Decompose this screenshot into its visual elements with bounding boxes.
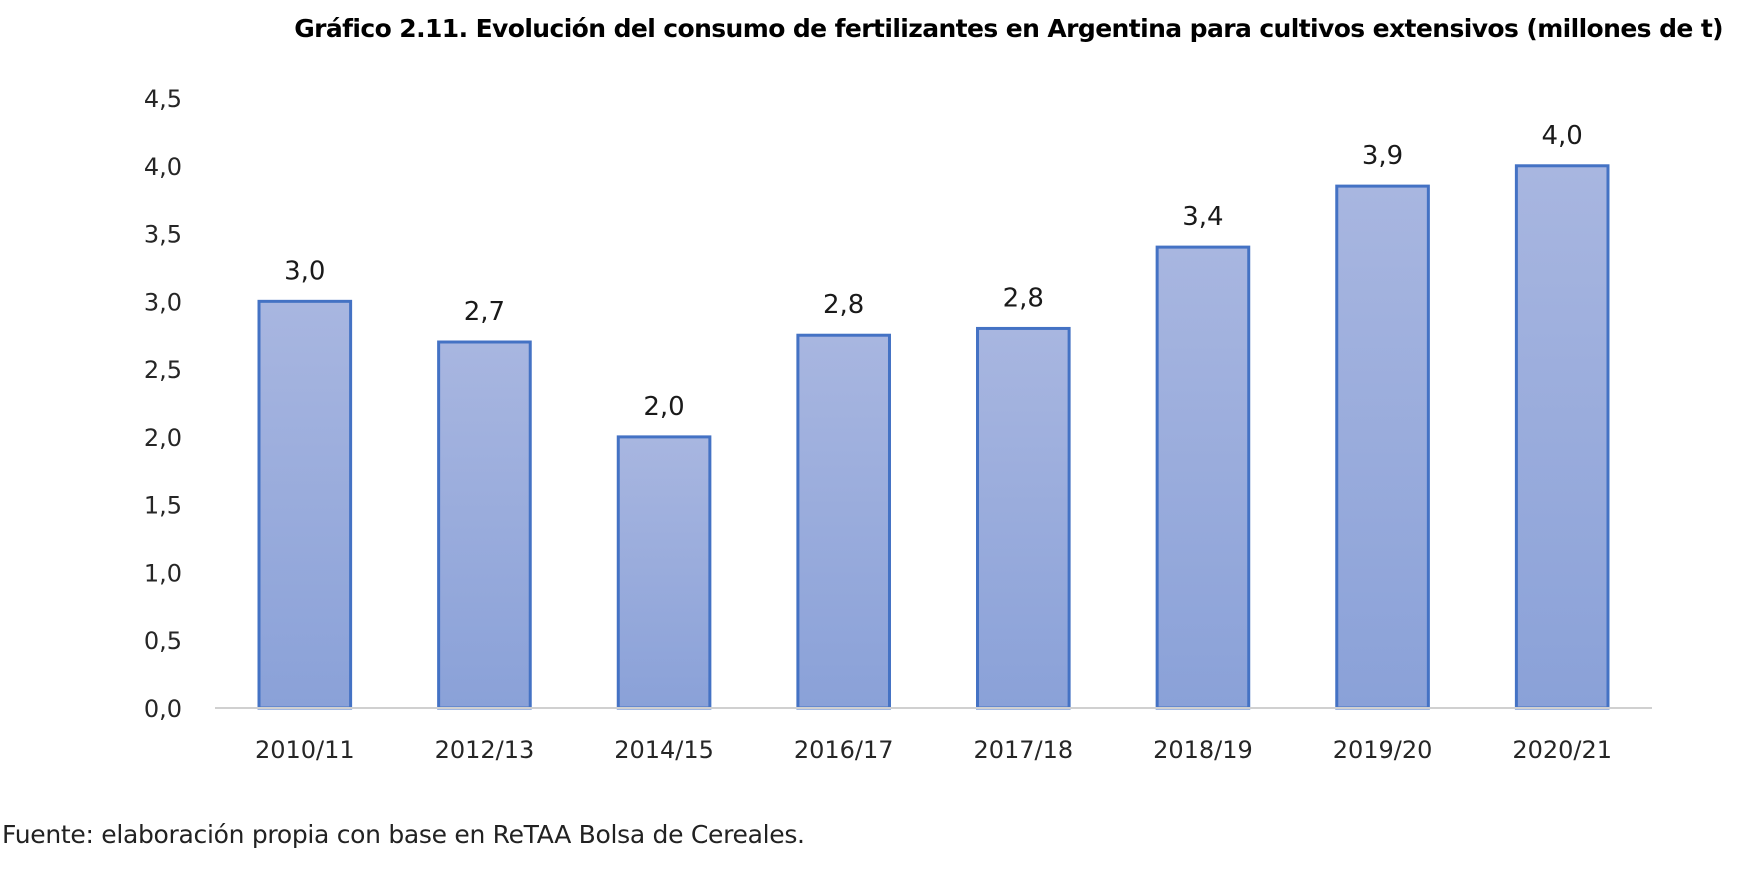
x-tick-label: 2019/20 (1333, 736, 1433, 764)
bar (1514, 164, 1610, 710)
data-label: 2,8 (823, 290, 864, 320)
y-tick-label: 4,0 (144, 153, 182, 181)
bar (1155, 245, 1251, 710)
y-tick-label: 0,5 (144, 627, 182, 655)
y-tick-label: 2,0 (144, 424, 182, 452)
y-tick-label: 2,5 (144, 356, 182, 384)
y-tick-label: 1,0 (144, 559, 182, 587)
bar (616, 435, 712, 710)
data-label: 4,0 (1542, 121, 1583, 151)
data-labels: 3,0 2,7 2,0 2,8 2,8 3,4 3,9 4,0 (284, 121, 1583, 422)
y-tick-label: 1,5 (144, 492, 182, 520)
y-tick-label: 4,5 (144, 85, 182, 113)
bar (257, 299, 353, 710)
x-tick-label: 2018/19 (1153, 736, 1253, 764)
x-tick-label: 2012/13 (435, 736, 535, 764)
bar (976, 326, 1071, 710)
bar (1335, 184, 1430, 710)
bar (437, 340, 532, 710)
x-tick-label: 2016/17 (794, 736, 894, 764)
bar (796, 333, 891, 710)
x-tick-label: 2014/15 (614, 736, 714, 764)
data-label: 2,0 (643, 392, 684, 422)
x-tick-label: 2010/11 (255, 736, 355, 764)
data-label: 3,4 (1182, 202, 1223, 232)
y-tick-label: 3,0 (144, 288, 182, 316)
y-axis: 0,0 0,5 1,0 1,5 2,0 2,5 3,0 3,5 4,0 4,5 (144, 85, 182, 723)
x-axis: 2010/11 2012/13 2014/15 2016/17 2017/18 2018/… (215, 707, 1652, 764)
bars (257, 164, 1610, 710)
x-tick-label: 2020/21 (1512, 736, 1612, 764)
y-tick-label: 3,5 (144, 221, 182, 249)
data-label: 3,9 (1362, 141, 1403, 171)
data-label: 2,8 (1003, 283, 1044, 313)
y-tick-label: 0,0 (144, 695, 182, 723)
source-note: Fuente: elaboración propia con base en R… (2, 820, 805, 849)
data-label: 2,7 (464, 297, 505, 327)
data-label: 3,0 (284, 256, 325, 286)
chart-title: Gráfico 2.11. Evolución del consumo de f… (294, 14, 1723, 43)
x-tick-label: 2017/18 (973, 736, 1073, 764)
